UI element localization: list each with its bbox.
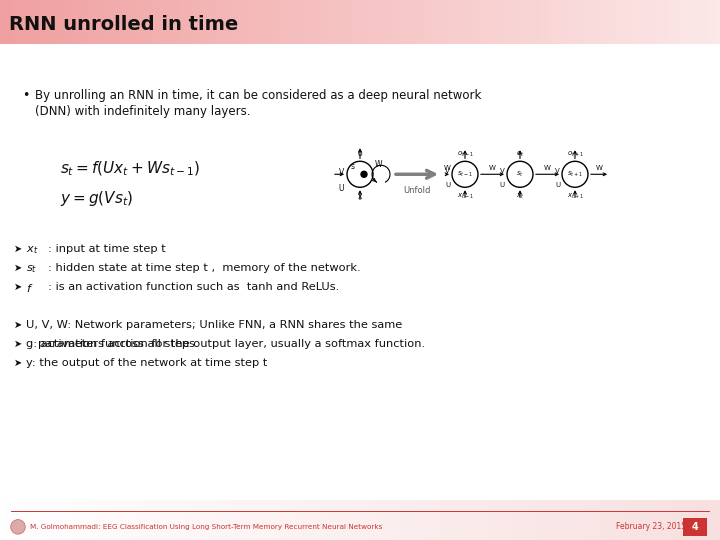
Text: $x_t$: $x_t$ [516,192,524,201]
Circle shape [11,519,25,534]
Text: U: U [338,184,344,193]
Text: W: W [544,165,551,171]
Text: (DNN) with indefinitely many layers.: (DNN) with indefinitely many layers. [35,105,251,118]
Text: s: s [351,163,355,171]
Text: ➤: ➤ [14,244,22,254]
Text: y: the output of the network at time step t: y: the output of the network at time ste… [26,358,267,368]
Text: •: • [22,89,30,102]
Text: $f$: $f$ [26,282,33,294]
Text: $o_{t+1}$: $o_{t+1}$ [567,150,583,159]
Text: g: activation function for the output layer, usually a softmax function.: g: activation function for the output la… [26,339,425,349]
Text: RNN unrolled in time: RNN unrolled in time [9,15,238,34]
Text: By unrolling an RNN in time, it can be considered as a deep neural network: By unrolling an RNN in time, it can be c… [35,89,482,102]
Text: : is an activation function such as  tanh and ReLUs.: : is an activation function such as tanh… [48,282,339,292]
Text: : input at time step t: : input at time step t [48,244,166,254]
Text: $s_{t+1}$: $s_{t+1}$ [567,170,583,179]
Text: $s_{t-1}$: $s_{t-1}$ [457,170,473,179]
Text: $o_t$: $o_t$ [516,150,524,159]
Text: ➤: ➤ [14,358,22,368]
Text: V: V [500,168,505,174]
Text: W: W [595,165,603,171]
Text: ➤: ➤ [14,264,22,273]
Text: $y = g(Vs_t)$: $y = g(Vs_t)$ [60,190,133,208]
Text: : hidden state at time step t ,  memory of the network.: : hidden state at time step t , memory o… [48,264,361,273]
Text: W: W [489,165,496,171]
Text: U: U [445,183,450,188]
Text: ➤: ➤ [14,320,22,330]
Text: $x_{t+1}$: $x_{t+1}$ [567,192,583,201]
Circle shape [562,161,588,187]
Circle shape [507,161,533,187]
Text: February 23, 2015: February 23, 2015 [616,522,685,531]
Circle shape [452,161,478,187]
Text: $s_t$: $s_t$ [516,170,524,179]
Text: $s_t = f(Ux_t + Ws_{t-1})$: $s_t = f(Ux_t + Ws_{t-1})$ [60,159,200,178]
Text: Unfold: Unfold [403,186,431,195]
Text: U, V, W: Network parameters; Unlike FNN, a RNN shares the same: U, V, W: Network parameters; Unlike FNN,… [26,320,402,330]
Text: U: U [555,183,560,188]
Text: M. Golmohammadi: EEG Classification Using Long Short-Term Memory Recurrent Neura: M. Golmohammadi: EEG Classification Usin… [30,524,382,530]
Text: U: U [500,183,505,188]
Text: ➤: ➤ [14,282,22,292]
Text: $o_{t-1}$: $o_{t-1}$ [456,150,474,159]
Text: $x_{t-1}$: $x_{t-1}$ [456,192,474,201]
Text: V: V [338,168,344,177]
Text: ➤: ➤ [14,339,22,349]
Text: x: x [358,192,362,201]
Text: $s_t$: $s_t$ [26,264,37,275]
FancyBboxPatch shape [683,518,707,536]
Text: o: o [358,149,362,158]
Circle shape [361,171,367,177]
Text: V: V [555,168,560,174]
Text: V: V [445,168,450,174]
Circle shape [347,161,373,187]
Text: W: W [375,160,382,169]
Text: 4: 4 [691,522,698,532]
Text: W: W [444,165,451,171]
Text: parameters across all steps.: parameters across all steps. [38,339,199,349]
Text: $x_t$: $x_t$ [26,244,38,256]
